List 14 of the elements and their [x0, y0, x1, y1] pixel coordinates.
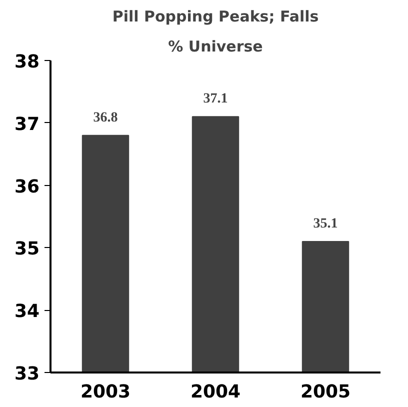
chart-title: Pill Popping Peaks; Falls	[112, 8, 319, 26]
data-label: 36.8	[93, 110, 118, 126]
y-tick-label: 34	[14, 301, 40, 322]
x-tick-label: 2004	[190, 382, 241, 402]
data-label: 37.1	[203, 92, 228, 107]
y-tick-label: 38	[14, 52, 40, 72]
chart-subtitle: % Universe	[168, 38, 263, 56]
x-tick-label: 2005	[300, 382, 351, 402]
data-label: 35.1	[313, 216, 338, 232]
y-tick-label: 33	[14, 364, 40, 384]
y-tick-label: 36	[14, 176, 40, 198]
x-tick-label: 2003	[80, 382, 131, 402]
y-tick-label: 35	[14, 238, 40, 260]
y-tick-label: 37	[14, 114, 40, 135]
